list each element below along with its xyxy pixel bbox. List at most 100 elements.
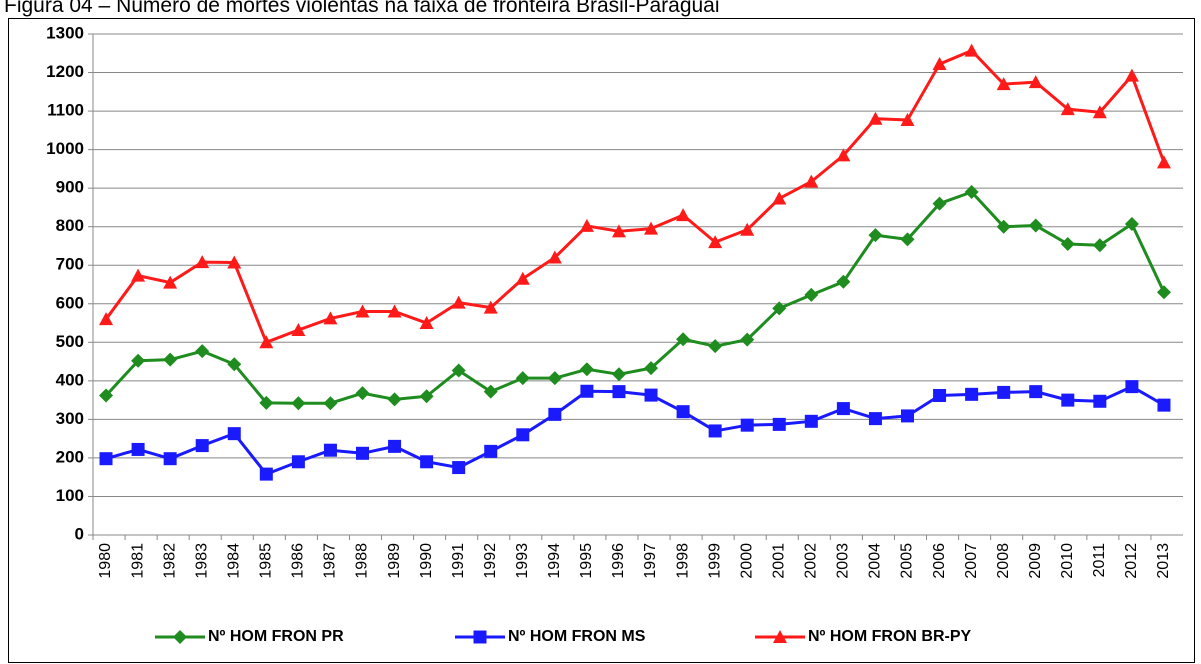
y-tick-label: 0: [75, 524, 84, 543]
point: [676, 405, 690, 419]
x-tick-label: 2009: [1027, 543, 1044, 579]
x-tick-label: 2005: [899, 543, 916, 579]
point: [515, 271, 530, 285]
series-line: [104, 49, 1166, 344]
point: [996, 77, 1011, 91]
x-tick-label: 1985: [258, 543, 275, 579]
point: [1124, 68, 1139, 82]
point: [740, 222, 755, 236]
point: [1156, 155, 1171, 169]
point: [644, 361, 659, 376]
x-tick-label: 1983: [193, 543, 210, 579]
y-tick-label: 1000: [46, 139, 84, 158]
point: [1060, 102, 1075, 116]
series-line: [104, 190, 1166, 405]
x-tick-label: 2001: [770, 543, 787, 579]
point: [964, 185, 979, 200]
point: [836, 274, 851, 289]
point: [772, 191, 787, 205]
x-tick-label: 1990: [418, 543, 435, 579]
point: [355, 304, 370, 318]
point: [644, 221, 659, 235]
point: [259, 335, 274, 349]
point: [163, 352, 178, 367]
chart-title: Figura 04 – Número de mortes violentas n…: [4, 0, 720, 17]
x-tick-label: 2012: [1123, 543, 1140, 579]
x-tick-label: 1995: [578, 543, 595, 579]
point: [996, 219, 1011, 234]
x-tick-label: 1992: [482, 543, 499, 579]
point: [547, 371, 562, 386]
legend-label: Nº HOM FRON PR: [208, 628, 344, 645]
x-tick-label: 2002: [803, 543, 820, 579]
x-tick-label: 2010: [1059, 543, 1076, 579]
point: [1157, 398, 1171, 412]
x-tick-label: 1996: [610, 543, 627, 579]
point: [676, 332, 691, 347]
point: [644, 388, 658, 402]
point: [163, 275, 178, 289]
point: [1093, 394, 1107, 408]
y-tick-label: 1300: [46, 23, 84, 42]
point: [227, 357, 242, 372]
point: [195, 344, 210, 359]
point: [708, 339, 723, 354]
point: [259, 467, 273, 481]
point: [291, 396, 306, 411]
point: [740, 418, 754, 432]
point: [580, 384, 594, 398]
point: [611, 367, 626, 382]
point: [452, 461, 466, 475]
point: [227, 427, 241, 441]
point: [195, 255, 210, 269]
x-tick-label: 1989: [386, 543, 403, 579]
point: [451, 363, 466, 378]
x-tick-label: 2003: [835, 543, 852, 579]
y-tick-label: 1200: [46, 62, 84, 81]
point: [1092, 238, 1107, 253]
point: [99, 452, 113, 466]
x-tick-label: 1982: [161, 543, 178, 579]
legend-label: Nº HOM FRON MS: [508, 628, 646, 645]
point: [420, 455, 434, 469]
y-tick-label: 100: [56, 486, 84, 505]
point: [932, 57, 947, 71]
x-tick-label: 1993: [514, 543, 531, 579]
point: [933, 388, 947, 402]
point: [997, 385, 1011, 399]
x-tick-label: 1988: [354, 543, 371, 579]
y-tick-label: 700: [56, 255, 84, 274]
point: [323, 396, 338, 411]
point: [516, 428, 530, 442]
legend-label: Nº HOM FRON BR-PY: [808, 628, 972, 645]
point: [708, 235, 723, 249]
point: [131, 353, 146, 368]
y-tick-label: 900: [56, 178, 84, 197]
point: [484, 444, 498, 458]
point: [259, 395, 274, 410]
point: [1092, 105, 1107, 119]
x-tick-label: 2008: [995, 543, 1012, 579]
point: [772, 301, 787, 316]
point: [131, 442, 145, 456]
point: [900, 232, 915, 247]
point: [900, 112, 915, 126]
point: [419, 316, 434, 330]
x-tick-label: 1999: [706, 543, 723, 579]
point: [773, 630, 787, 643]
x-tick-label: 1981: [129, 543, 146, 579]
point: [387, 392, 402, 407]
point: [579, 218, 594, 232]
point: [740, 332, 755, 347]
series-line: [105, 385, 1165, 476]
point: [901, 409, 914, 423]
point: [355, 386, 370, 401]
point: [964, 43, 979, 57]
point: [548, 407, 562, 421]
point: [291, 322, 306, 336]
x-tick-label: 2011: [1091, 543, 1108, 578]
point: [804, 414, 818, 428]
x-tick-label: 2007: [963, 543, 980, 579]
x-tick-label: 2000: [738, 543, 755, 579]
point: [836, 402, 850, 416]
